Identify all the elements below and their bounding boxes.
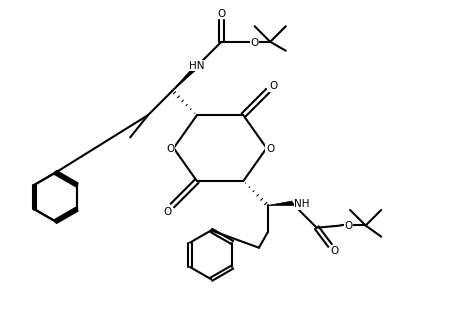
Text: O: O <box>217 9 225 19</box>
Text: O: O <box>266 144 274 154</box>
Polygon shape <box>268 201 293 205</box>
Text: O: O <box>269 81 277 91</box>
Text: HN: HN <box>189 61 205 71</box>
Text: O: O <box>250 38 258 48</box>
Text: O: O <box>330 246 338 256</box>
Text: O: O <box>166 144 174 154</box>
Text: O: O <box>345 221 353 231</box>
Text: NH: NH <box>294 199 310 209</box>
Text: O: O <box>163 207 171 217</box>
Polygon shape <box>172 65 198 91</box>
